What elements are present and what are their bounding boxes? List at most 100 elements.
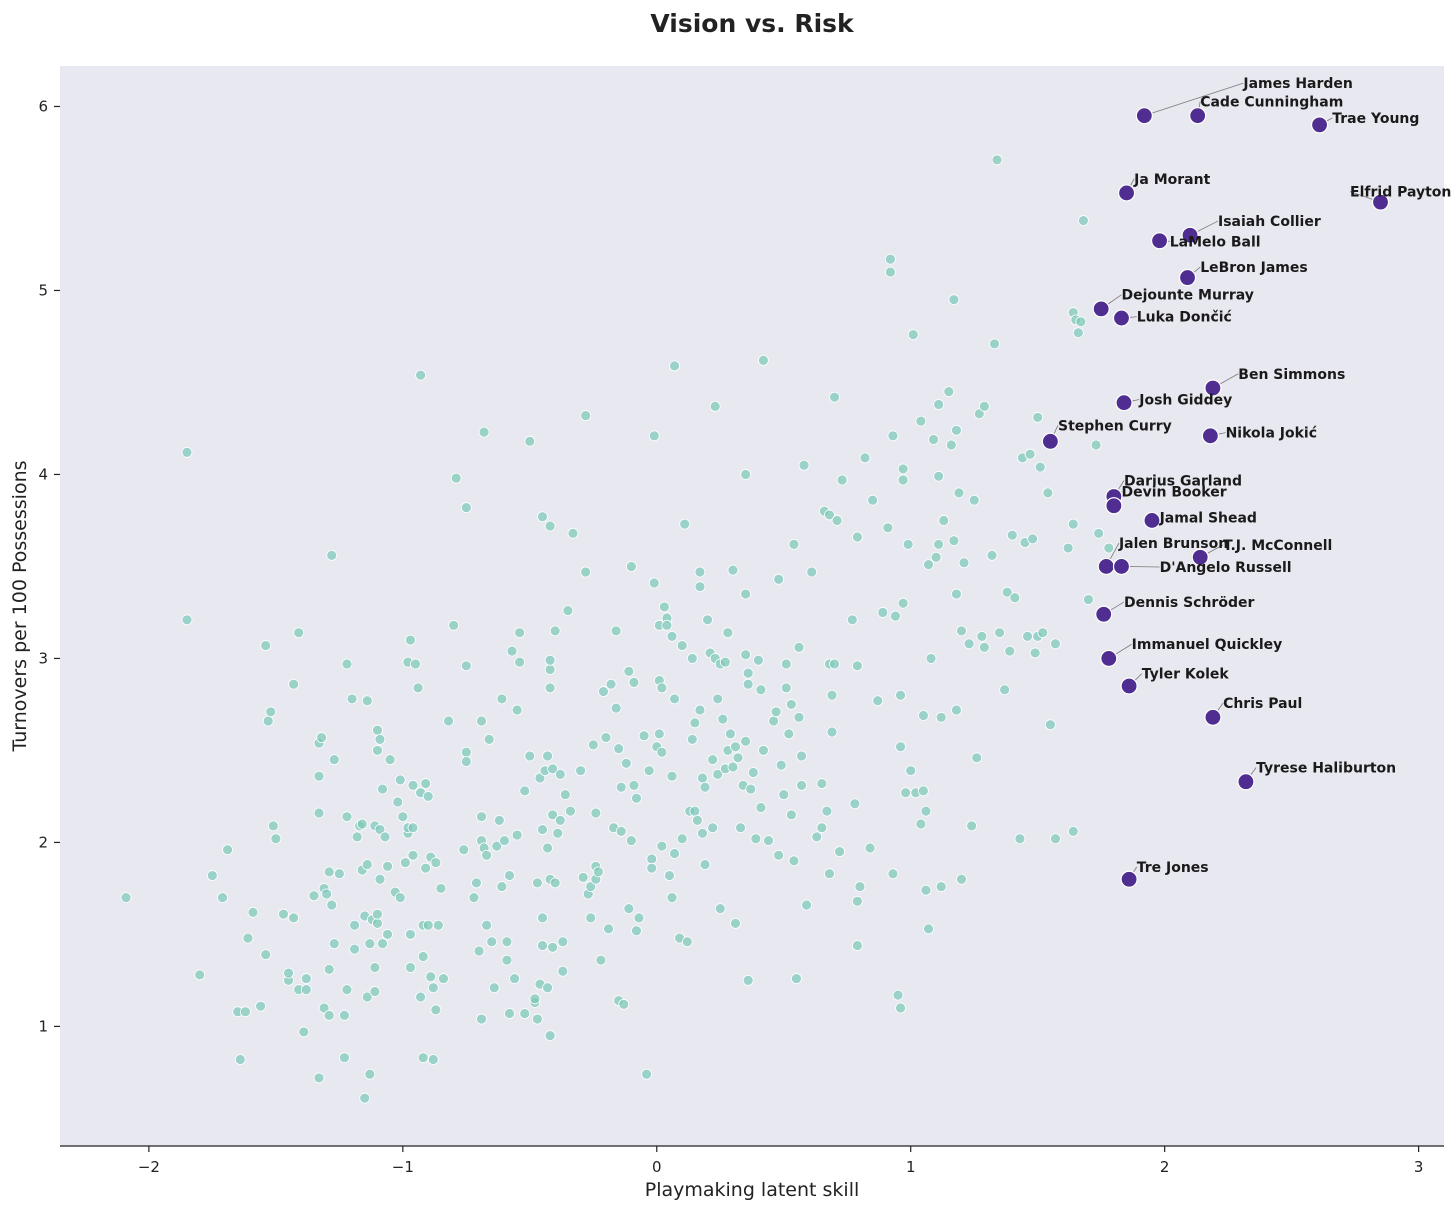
background-point xyxy=(811,831,823,843)
background-point xyxy=(780,658,792,670)
highlight-point xyxy=(1095,605,1113,623)
background-point xyxy=(519,1008,531,1019)
background-point xyxy=(318,1002,330,1014)
background-point xyxy=(341,658,353,670)
background-point xyxy=(544,1030,556,1042)
background-point xyxy=(747,767,759,778)
background-point xyxy=(430,857,442,869)
background-point xyxy=(951,588,962,600)
background-point xyxy=(1001,586,1013,598)
background-point xyxy=(369,962,381,973)
background-point xyxy=(537,511,548,523)
background-point xyxy=(308,890,320,902)
background-point xyxy=(623,665,635,677)
point-label: Stephen Curry xyxy=(1058,418,1172,434)
background-point xyxy=(1044,719,1056,731)
background-point xyxy=(846,614,858,626)
highlight-point xyxy=(1117,184,1136,202)
background-point xyxy=(928,434,939,445)
background-point xyxy=(897,597,909,609)
background-point xyxy=(544,520,556,532)
background-point xyxy=(976,630,988,642)
point-label: Isaiah Collier xyxy=(1218,214,1321,230)
background-point xyxy=(851,895,863,907)
background-point xyxy=(712,768,724,780)
background-point xyxy=(773,849,785,861)
background-point xyxy=(722,627,734,639)
background-point xyxy=(499,835,510,846)
background-point xyxy=(372,724,383,736)
background-point xyxy=(1075,316,1087,328)
background-point xyxy=(1027,533,1039,545)
background-point xyxy=(755,802,767,813)
point-label: Dejounte Murray xyxy=(1121,288,1253,304)
background-point xyxy=(885,253,896,265)
background-point xyxy=(349,943,360,955)
background-point xyxy=(798,459,810,471)
background-point xyxy=(978,641,990,653)
background-point xyxy=(549,625,561,637)
background-point xyxy=(323,866,335,878)
background-point xyxy=(600,732,612,743)
background-point xyxy=(991,154,1003,166)
background-point xyxy=(234,1054,246,1065)
background-point xyxy=(925,653,937,664)
background-point xyxy=(824,868,835,880)
background-point xyxy=(544,654,556,666)
background-point xyxy=(773,573,785,585)
point-label: Tyrese Haliburton xyxy=(1256,761,1396,777)
background-point xyxy=(372,917,383,929)
background-point xyxy=(895,689,906,701)
background-point xyxy=(1077,215,1089,226)
leader-line xyxy=(1144,82,1244,117)
background-point xyxy=(900,787,912,799)
background-point xyxy=(780,682,792,694)
background-point xyxy=(915,818,927,830)
background-point xyxy=(592,866,604,878)
background-point xyxy=(676,640,688,651)
background-point xyxy=(631,792,642,804)
background-point xyxy=(872,695,884,707)
background-point xyxy=(851,660,863,672)
background-point xyxy=(831,515,843,526)
background-point xyxy=(562,605,574,616)
point-label: Jalen Brunson xyxy=(1118,536,1228,552)
background-point xyxy=(824,509,835,521)
background-point xyxy=(422,919,434,931)
background-point xyxy=(732,752,744,764)
background-point xyxy=(557,965,569,977)
background-point xyxy=(595,954,607,966)
background-point xyxy=(615,781,627,793)
background-point xyxy=(460,756,472,767)
background-point xyxy=(511,829,523,841)
background-point xyxy=(638,730,650,742)
background-point xyxy=(504,870,515,881)
background-point xyxy=(735,822,746,834)
background-point xyxy=(524,750,536,762)
background-point xyxy=(656,746,668,758)
background-point xyxy=(341,811,353,823)
background-point xyxy=(483,733,495,745)
background-point xyxy=(958,557,970,569)
background-point xyxy=(1072,327,1084,339)
background-point xyxy=(742,975,754,986)
background-point xyxy=(339,1052,350,1064)
background-point xyxy=(694,566,706,578)
background-point xyxy=(262,715,274,727)
background-point xyxy=(554,768,566,780)
background-point xyxy=(653,728,665,740)
background-point xyxy=(514,656,526,668)
background-point xyxy=(656,682,668,694)
background-point xyxy=(577,871,589,883)
background-point xyxy=(816,778,828,789)
background-point xyxy=(377,938,388,950)
point-label: Jamal Shead xyxy=(1159,510,1257,526)
background-point xyxy=(242,932,254,944)
background-point xyxy=(532,877,543,889)
background-point xyxy=(661,619,673,631)
background-point xyxy=(770,706,782,718)
background-point xyxy=(864,842,876,854)
background-point xyxy=(415,369,427,381)
background-point xyxy=(956,873,967,885)
